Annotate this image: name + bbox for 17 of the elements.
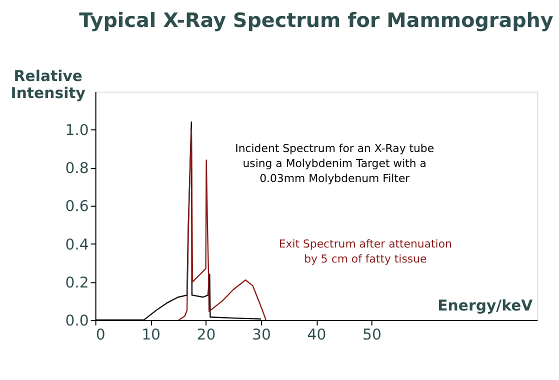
x-axis-title: Energy/keV	[438, 296, 534, 315]
annotation: Exit Spectrum after attenuation by 5 cm of fatty tissue	[278, 237, 452, 266]
y-tick-label: 0.4	[65, 235, 89, 254]
y-tick-label: 0.6	[65, 197, 89, 216]
y-tick-label: 0.8	[65, 159, 89, 178]
y-tick-label: 0.0	[65, 311, 89, 330]
y-tick-label: 1.0	[65, 121, 89, 140]
chart-title: Typical X-Ray Spectrum for Mammography	[79, 9, 554, 32]
x-tick-label: 20	[196, 325, 216, 344]
x-tick-label: 50	[362, 325, 382, 344]
y-tick-label: 0.2	[65, 273, 89, 292]
x-tick-label: 40	[307, 325, 326, 344]
annotation: Incident Spectrum for an X-Ray tube using a Molybdenim Target with a 0.03mm Molybdenum Filter	[235, 142, 434, 185]
x-tick-label: 10	[142, 325, 161, 344]
x-tick-label: 0	[96, 325, 106, 344]
x-tick-label: 30	[252, 325, 271, 344]
y-axis-title: Relative Intensity	[10, 67, 86, 102]
